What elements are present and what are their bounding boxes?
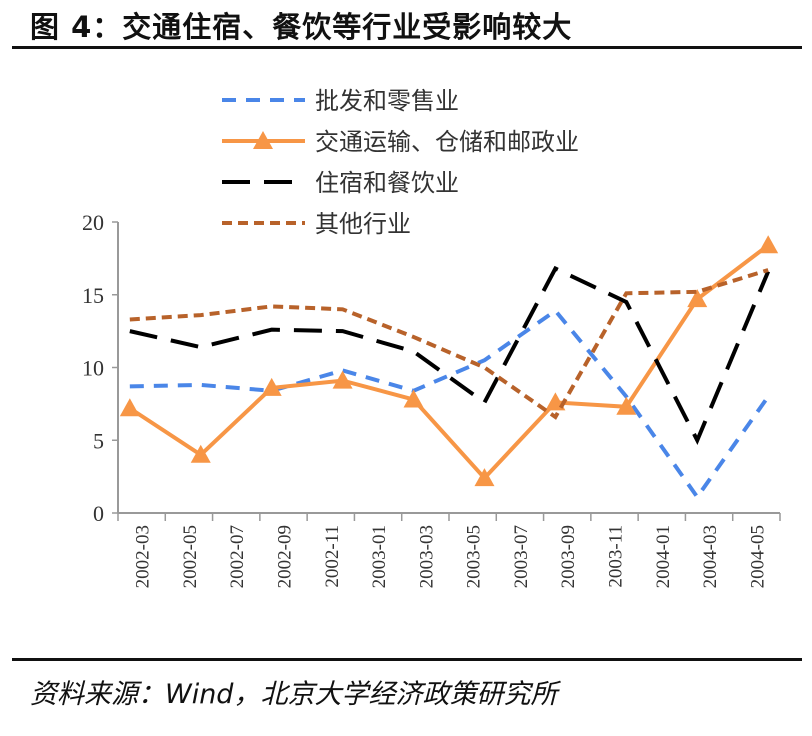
x-tick-label: 2004-01 xyxy=(653,525,674,588)
x-tick-label: 2003-07 xyxy=(511,525,532,588)
x-tick-label: 2003-05 xyxy=(464,525,485,588)
x-tick-label: 2003-11 xyxy=(606,525,627,588)
y-tick-label: 10 xyxy=(82,356,104,381)
legend-label: 住宿和餐饮业 xyxy=(315,169,459,197)
legend-label: 其他行业 xyxy=(315,210,411,238)
data-point-marker xyxy=(403,389,424,408)
data-point-marker xyxy=(190,444,211,463)
y-tick-label: 20 xyxy=(82,210,104,235)
x-tick-label: 2002-03 xyxy=(133,525,154,588)
y-tick-label: 15 xyxy=(82,283,104,308)
data-point-marker xyxy=(119,398,140,417)
x-tick-label: 2002-09 xyxy=(275,525,296,588)
top-rule xyxy=(12,46,802,49)
x-tick-label: 2003-01 xyxy=(369,525,390,588)
data-point-marker xyxy=(687,289,708,308)
figure-title: 图 4：交通住宿、餐饮等行业受影响较大 xyxy=(30,10,573,44)
data-point-marker xyxy=(261,377,282,396)
y-tick-label: 5 xyxy=(93,428,104,453)
source-note: 资料来源：Wind，北京大学经济政策研究所 xyxy=(30,679,558,710)
x-tick-label: 2004-05 xyxy=(747,525,768,588)
series-line-0 xyxy=(129,308,770,501)
data-point-marker xyxy=(616,396,637,415)
data-point-marker xyxy=(474,468,495,487)
x-tick-label: 2004-03 xyxy=(700,525,721,588)
legend-label: 交通运输、仓储和邮政业 xyxy=(315,128,579,156)
x-tick-label: 2003-03 xyxy=(416,525,437,588)
x-tick-label: 2002-11 xyxy=(322,525,343,588)
series-line-2 xyxy=(129,265,771,445)
x-tick-label: 2002-07 xyxy=(227,525,248,588)
y-tick-label: 0 xyxy=(93,501,104,526)
legend-marker xyxy=(253,131,273,149)
series-line-3 xyxy=(129,268,769,420)
series-line-1 xyxy=(128,243,770,482)
bottom-rule xyxy=(12,658,802,661)
legend-label: 批发和零售业 xyxy=(315,87,459,115)
data-point-marker xyxy=(332,370,353,389)
x-tick-label: 2002-05 xyxy=(180,525,201,588)
x-tick-label: 2003-09 xyxy=(558,525,579,588)
data-point-marker xyxy=(758,235,779,254)
